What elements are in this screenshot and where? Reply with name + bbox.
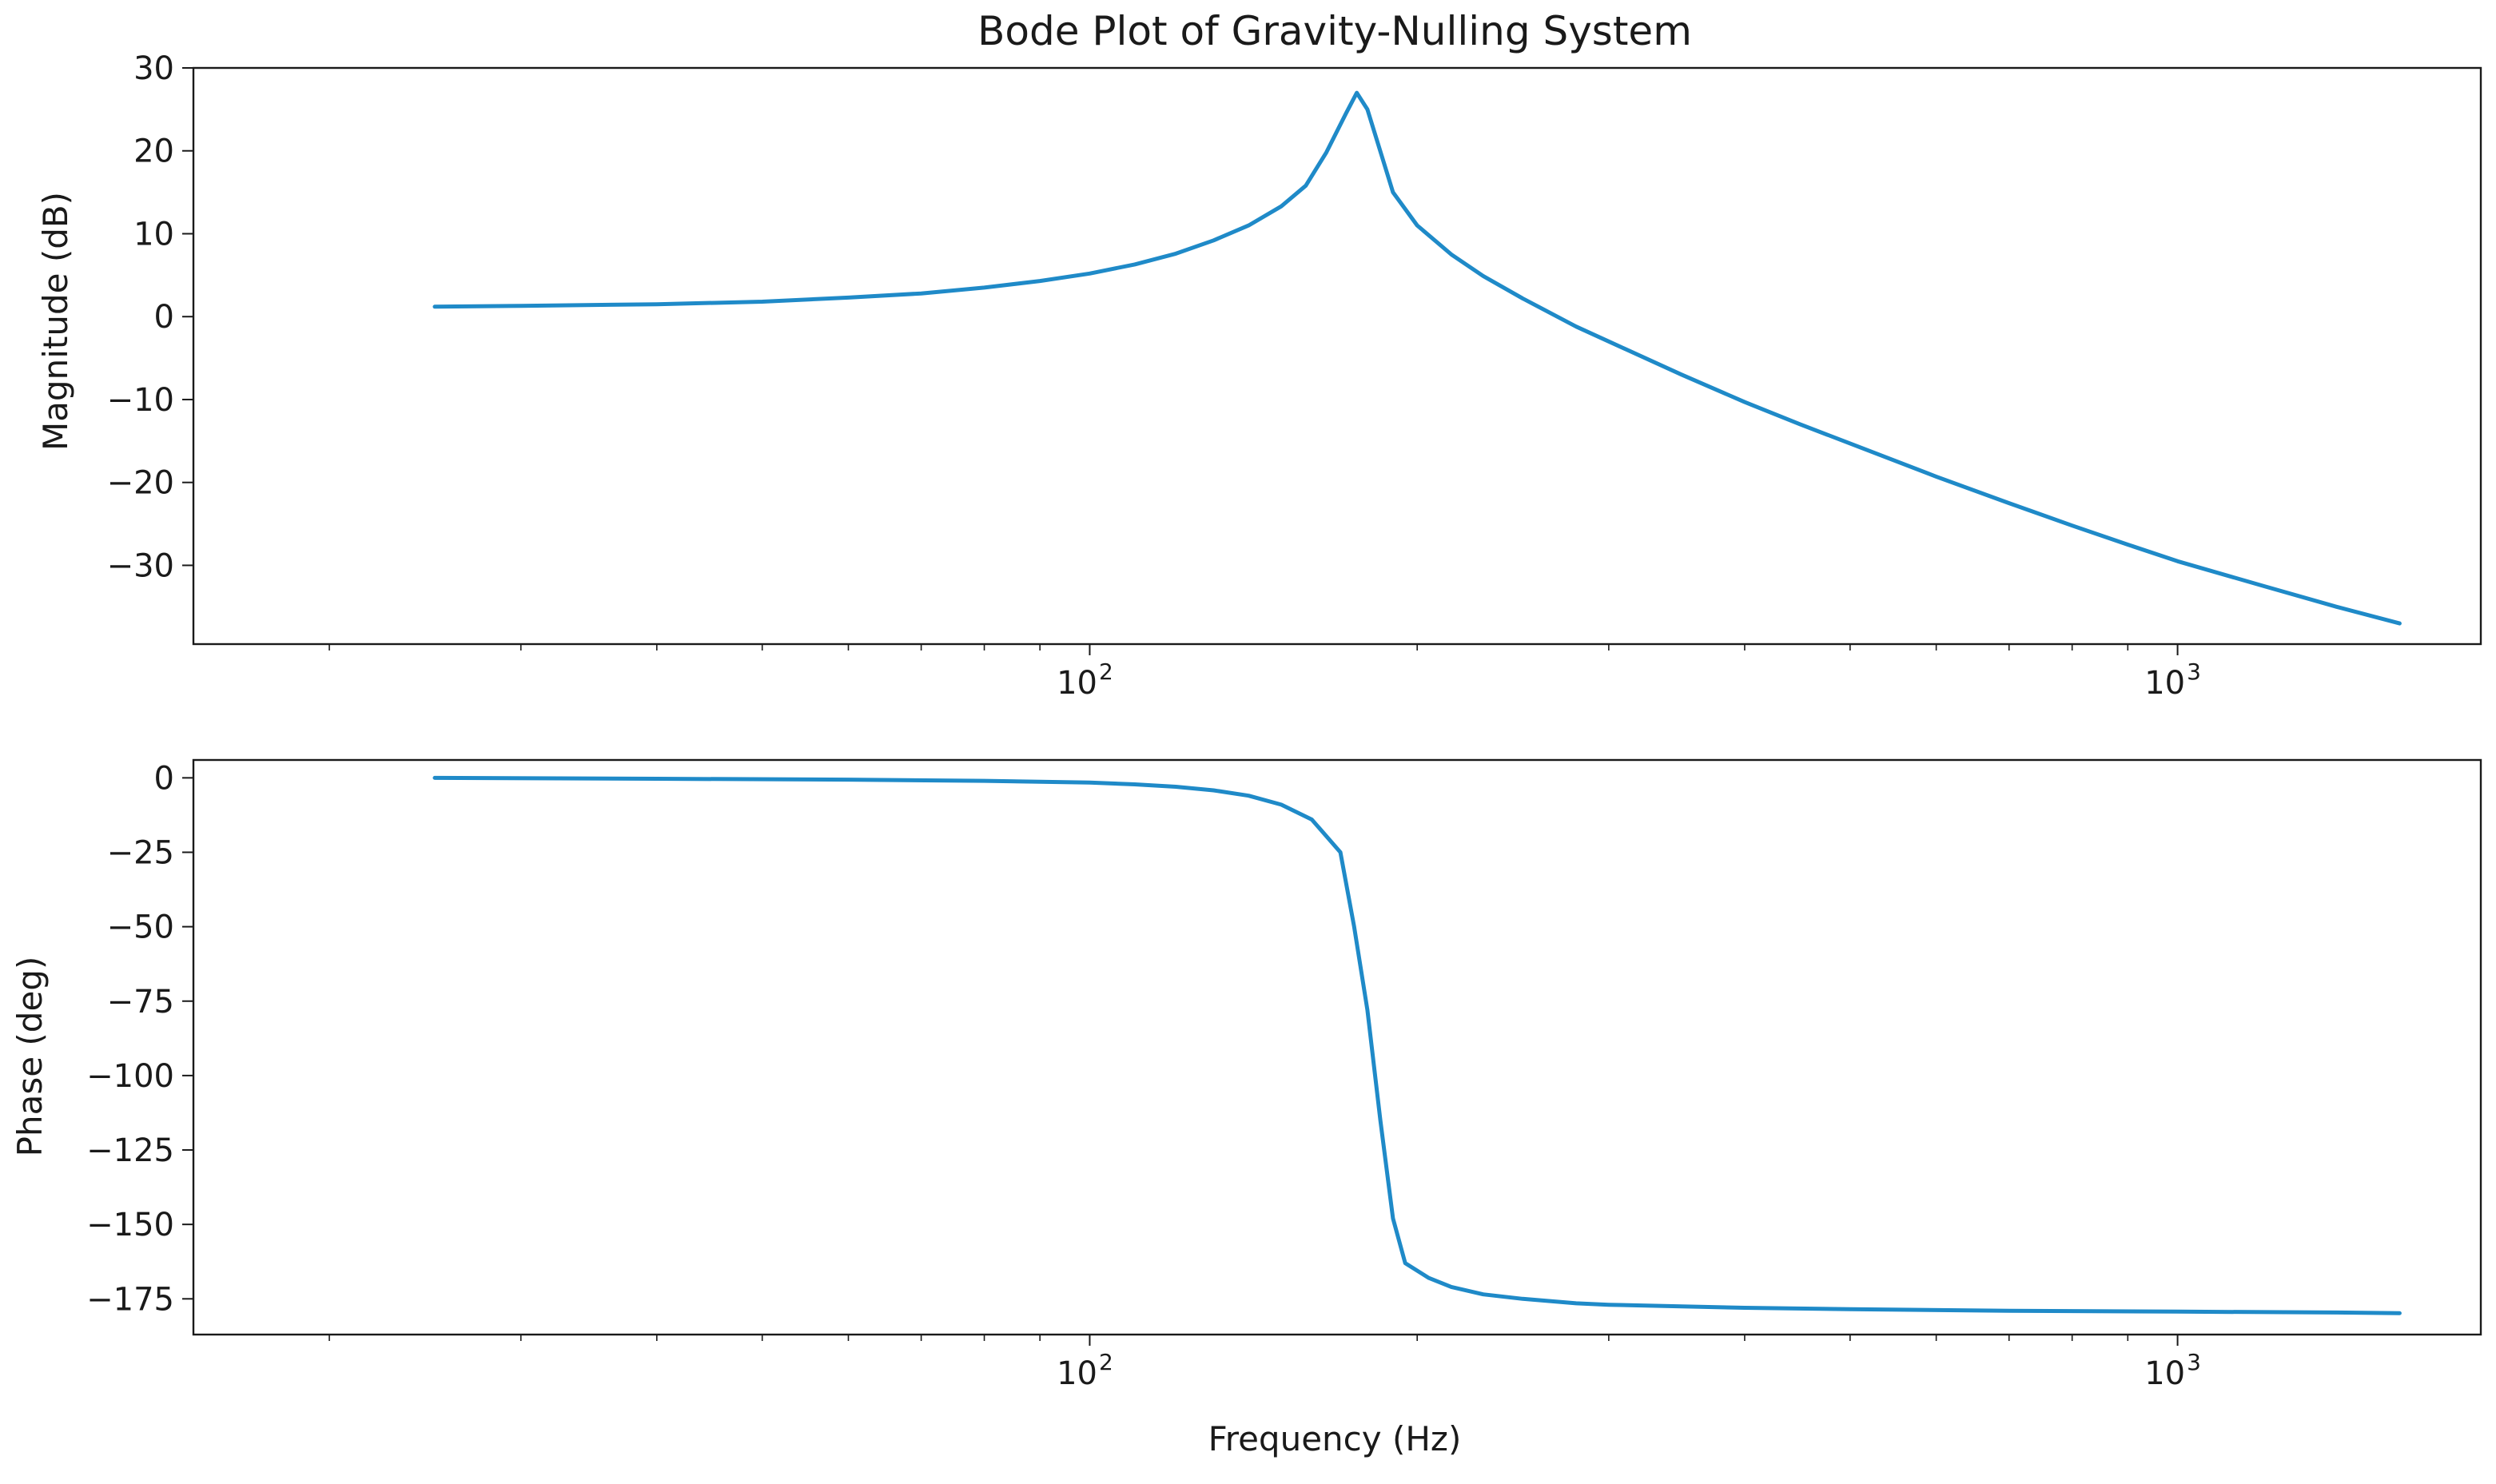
magnitude-axes-frame: [192, 66, 2482, 646]
phase-plot: Phase (deg) Frequency (Hz) 0 −25 −50 −75 −10…: [10, 758, 2482, 1458]
magnitude-y-tick-label: −20: [107, 465, 174, 502]
phase-y-tick-label: −75: [107, 984, 174, 1020]
phase-y-axis-label: Phase (deg): [10, 957, 50, 1157]
magnitude-y-axis-label: Magnitude (dB): [36, 192, 75, 451]
chart-title: Bode Plot of Gravity-Nulling System: [977, 8, 1692, 54]
phase-y-tick-label: 0: [154, 760, 174, 797]
phase-x-tick-label: 103: [2144, 1349, 2201, 1392]
magnitude-y-tick-label: 20: [133, 133, 174, 170]
phase-series-line: [432, 775, 2402, 1315]
magnitude-x-tick-label: 103: [2144, 658, 2201, 702]
x-axis-label: Frequency (Hz): [1208, 1419, 1462, 1458]
phase-x-tick-label: 102: [1057, 1349, 1113, 1392]
magnitude-plot: Magnitude (dB) 30 20 10 0 −10 −20 −30 102 103: [36, 50, 2482, 702]
phase-y-tick-label: −150: [86, 1207, 174, 1243]
phase-y-tick-label: −100: [86, 1058, 174, 1095]
magnitude-y-tick-label: −10: [107, 382, 174, 419]
phase-y-tick-label: −125: [86, 1132, 174, 1169]
magnitude-y-tick-label: 10: [133, 216, 174, 253]
magnitude-y-tick-label: 30: [133, 50, 174, 87]
phase-y-tick-label: −175: [86, 1281, 174, 1318]
phase-axes-frame: [192, 758, 2482, 1336]
magnitude-y-tick-label: 0: [154, 299, 174, 336]
phase-y-tick-label: −50: [107, 909, 174, 946]
magnitude-series-line: [432, 90, 2402, 626]
phase-y-tick-label: −25: [107, 834, 174, 871]
magnitude-y-tick-label: −30: [107, 547, 174, 584]
magnitude-x-tick-label: 102: [1057, 658, 1113, 702]
